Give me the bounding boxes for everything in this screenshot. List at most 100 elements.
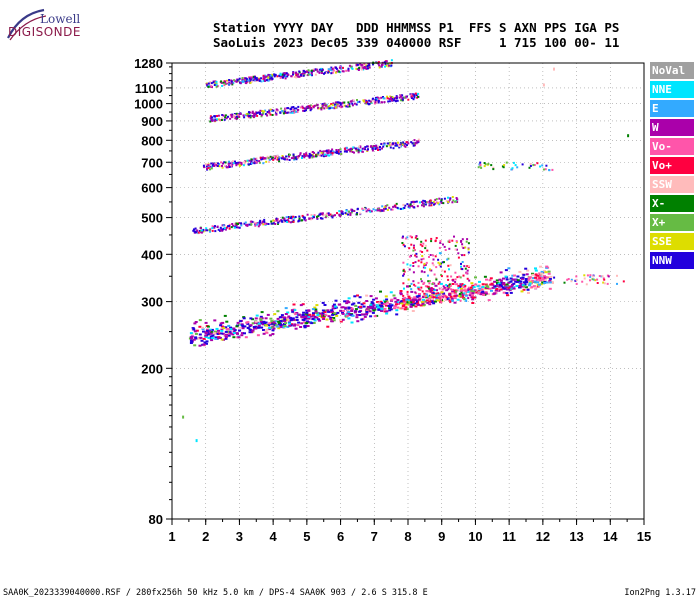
data-point [443, 197, 446, 200]
data-point [336, 311, 340, 314]
data-point [347, 69, 350, 72]
data-point [201, 230, 204, 233]
data-point [411, 301, 415, 304]
data-point [462, 297, 465, 300]
data-point [435, 266, 438, 269]
data-point [315, 68, 318, 71]
data-point [238, 226, 241, 229]
data-point [190, 335, 194, 338]
data-point [379, 148, 381, 151]
data-point [209, 230, 211, 233]
data-point [432, 292, 435, 295]
data-point [388, 303, 392, 306]
data-point [239, 113, 242, 115]
data-point [363, 100, 366, 103]
data-point [246, 321, 250, 324]
data-point [299, 152, 302, 155]
data-point [314, 68, 317, 71]
data-point [258, 79, 261, 82]
data-point [286, 317, 290, 319]
data-point [257, 111, 260, 114]
data-point [224, 164, 226, 167]
data-point [340, 67, 342, 70]
data-point [373, 315, 377, 318]
data-point [319, 154, 322, 157]
data-point [482, 292, 485, 295]
data-point [354, 147, 357, 150]
data-point [519, 285, 523, 288]
data-point [253, 162, 256, 165]
data-point [285, 155, 288, 158]
data-point [382, 209, 385, 212]
data-point [256, 111, 259, 114]
data-point [316, 103, 319, 106]
data-point [551, 168, 554, 171]
data-point [218, 336, 222, 339]
data-point [312, 312, 315, 315]
data-point [502, 166, 505, 169]
data-point [447, 201, 450, 204]
data-point [263, 223, 266, 226]
data-point [302, 72, 304, 75]
data-point [583, 277, 586, 280]
data-point [349, 212, 352, 215]
data-point [223, 227, 226, 230]
data-point [329, 316, 333, 319]
data-point [350, 307, 354, 310]
data-point [336, 150, 338, 153]
data-point [417, 138, 420, 141]
data-point [280, 157, 283, 160]
data-point [453, 295, 457, 298]
data-point [545, 164, 548, 167]
data-point [350, 208, 353, 211]
data-point [245, 77, 248, 80]
x-tick-label: 5 [303, 529, 310, 544]
data-point [456, 198, 459, 201]
data-point [326, 309, 330, 312]
data-point [307, 69, 310, 72]
data-point [362, 305, 366, 308]
data-point [500, 281, 504, 284]
data-point [449, 284, 452, 287]
data-point [210, 162, 213, 165]
data-point [390, 64, 393, 67]
data-point [288, 316, 292, 319]
data-point [243, 162, 246, 165]
data-point [432, 258, 435, 261]
data-point [497, 282, 501, 285]
data-point [395, 97, 398, 100]
data-point [402, 269, 405, 272]
data-point [493, 285, 497, 288]
data-point [408, 247, 411, 250]
data-point [449, 198, 452, 201]
data-point [286, 311, 290, 314]
data-point [356, 101, 359, 104]
data-point [204, 163, 207, 166]
data-point [221, 229, 224, 232]
data-point [374, 209, 377, 212]
data-point [274, 324, 278, 327]
data-point [429, 199, 432, 202]
data-point [235, 115, 238, 118]
data-point [385, 145, 388, 148]
data-point [211, 118, 214, 121]
data-point [221, 117, 224, 120]
data-point [243, 77, 246, 80]
data-point [336, 212, 338, 215]
data-point [283, 217, 286, 220]
data-point [549, 281, 553, 284]
data-point [206, 325, 210, 328]
data-point [262, 332, 266, 335]
data-point [417, 298, 421, 301]
data-point [442, 285, 445, 288]
data-point [347, 307, 351, 310]
data-point [390, 96, 392, 99]
data-point [362, 208, 365, 211]
data-point [279, 73, 282, 76]
data-point [217, 329, 220, 332]
data-point [372, 208, 375, 211]
data-point [402, 274, 405, 277]
data-point [402, 294, 405, 297]
data-point [454, 281, 457, 283]
data-point [224, 330, 228, 333]
